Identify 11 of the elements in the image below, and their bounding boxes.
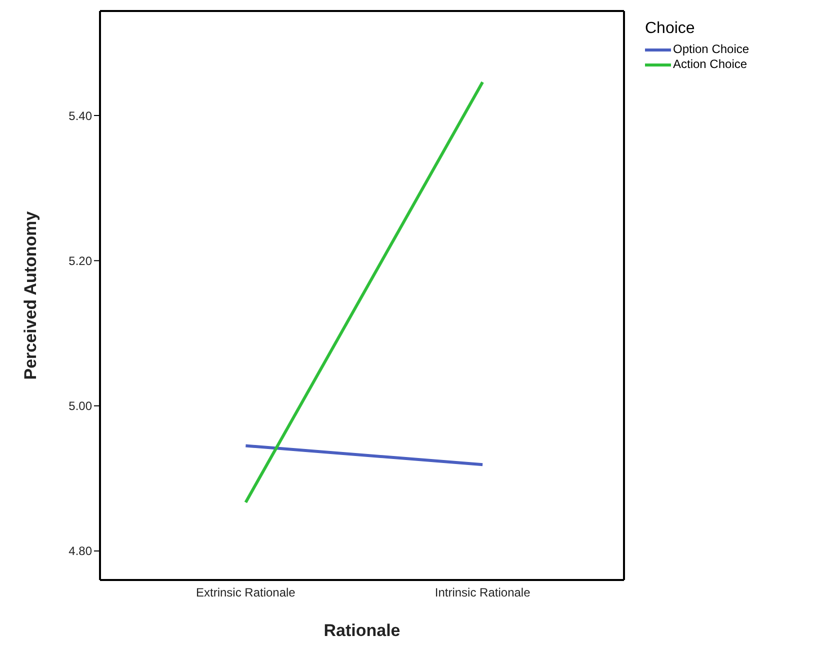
y-tick-label: 5.00: [68, 399, 92, 414]
y-tick-label: 4.80: [68, 544, 92, 558]
y-tick-label: 5.40: [68, 108, 92, 123]
legend-title: Choice: [645, 20, 696, 38]
x-tick-label: Extrinsic Rationale: [196, 586, 296, 600]
x-tick-label: Intrinsic Rationale: [434, 586, 531, 600]
legend-label: Option Choice: [673, 42, 750, 57]
x-axis-title: Rationale: [324, 621, 400, 640]
y-tick-label: 5.20: [68, 254, 92, 268]
legend-label: Action Choice: [673, 57, 748, 72]
y-axis-title: Perceived Autonomy: [21, 210, 40, 380]
